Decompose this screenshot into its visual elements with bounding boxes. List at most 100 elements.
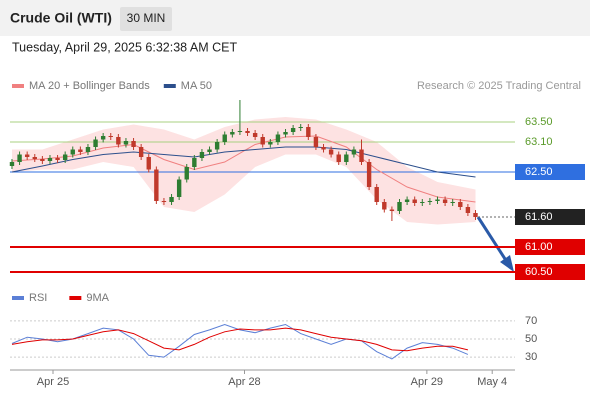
candle-body — [290, 128, 296, 132]
candle-body — [404, 199, 410, 202]
level-box — [515, 164, 585, 180]
level-label: 60.50 — [525, 266, 553, 278]
forecast-arrowhead — [500, 255, 514, 272]
candle-body — [420, 202, 425, 203]
y-tick-label: 70 — [525, 315, 537, 327]
candle-body — [442, 199, 448, 203]
candle-body — [123, 141, 129, 145]
header-bar — [0, 0, 590, 36]
legend-label: RSI — [29, 292, 47, 304]
candle-body — [108, 136, 113, 137]
candle-body — [169, 197, 174, 202]
candle-body — [268, 142, 273, 145]
candle-body — [24, 154, 30, 157]
candle-body — [427, 201, 433, 202]
candle-body — [435, 199, 440, 201]
level-box — [515, 239, 585, 255]
candle-body — [473, 213, 478, 217]
candle-body — [214, 142, 220, 150]
candle-body — [47, 158, 53, 161]
legend-swatch — [163, 84, 176, 88]
level-label: 61.00 — [525, 241, 553, 253]
candle-body — [260, 137, 265, 145]
candle-body — [389, 209, 395, 211]
candle-body — [359, 149, 364, 162]
level-label: 62.50 — [525, 166, 553, 178]
candle-body — [230, 132, 235, 135]
forecast-arrow — [476, 216, 509, 263]
x-tick-label: Apr 29 — [411, 376, 443, 388]
legend-swatch — [12, 296, 24, 300]
datetime: Tuesday, April 29, 2025 6:32:38 AM CET — [12, 40, 237, 54]
level-label: 61.60 — [525, 211, 553, 223]
legend-label: MA 50 — [181, 80, 212, 92]
ma-line — [11, 146, 476, 178]
candle-body — [70, 149, 75, 155]
candle-body — [465, 207, 471, 213]
candle-body — [458, 202, 463, 207]
candle-body — [85, 147, 91, 152]
timeframe-button[interactable] — [120, 7, 172, 31]
candle-body — [199, 152, 205, 158]
candle-body — [374, 187, 379, 202]
candle-body — [32, 157, 37, 159]
x-tick-label: May 4 — [477, 376, 507, 388]
title: Crude Oil (WTI) — [10, 10, 112, 26]
candle-body — [184, 167, 189, 180]
candle-body — [313, 137, 319, 147]
rsi-line — [11, 327, 469, 352]
candle-body — [100, 136, 106, 140]
candle-body — [146, 157, 151, 170]
candle-body — [245, 131, 250, 133]
candle-body — [40, 159, 45, 161]
candle-body — [336, 154, 341, 162]
candle-body — [237, 131, 243, 132]
level-label: 63.10 — [525, 136, 553, 148]
source: Research © 2025 Trading Central — [417, 80, 581, 92]
candle-body — [283, 132, 288, 135]
candle-body — [306, 127, 311, 137]
candle-body — [328, 149, 334, 155]
timeframe[interactable]: 30 MIN — [127, 11, 166, 25]
level-box — [515, 264, 585, 280]
level-label: 63.50 — [525, 116, 553, 128]
candle-body — [382, 202, 387, 210]
candle-body — [17, 154, 22, 162]
candle-body — [93, 139, 98, 147]
candle-body — [397, 202, 402, 211]
legend-swatch — [69, 296, 82, 300]
candle-body — [207, 149, 212, 152]
x-tick-label: Apr 28 — [228, 376, 260, 388]
candle-body — [116, 137, 121, 145]
candle-body — [138, 147, 144, 157]
candle-body — [344, 154, 349, 162]
y-tick-label: 50 — [525, 333, 537, 345]
candle-body — [55, 158, 60, 160]
candle-body — [351, 149, 357, 155]
candle-body — [298, 127, 303, 128]
candle-body — [450, 202, 455, 203]
candle-body — [176, 179, 182, 197]
candle-body — [131, 141, 136, 147]
legend-swatch — [12, 84, 24, 88]
candle-body — [192, 158, 197, 167]
candle-body — [366, 162, 372, 187]
candle-body — [78, 149, 83, 152]
candle-body — [412, 199, 417, 203]
candle-body — [161, 201, 167, 202]
candle-body — [321, 147, 326, 150]
x-tick-label: Apr 25 — [37, 376, 69, 388]
y-tick-label: 30 — [525, 351, 537, 363]
legend-label: 9MA — [86, 292, 109, 304]
candle-body — [275, 134, 281, 142]
level-box — [515, 209, 585, 225]
rsi-line — [11, 323, 469, 360]
candle-body — [9, 162, 15, 166]
candle-body — [62, 154, 68, 160]
candle-body — [222, 134, 227, 142]
legend-label: MA 20 + Bollinger Bands — [29, 80, 150, 92]
candle-body — [154, 169, 159, 201]
candle-body — [252, 133, 258, 137]
